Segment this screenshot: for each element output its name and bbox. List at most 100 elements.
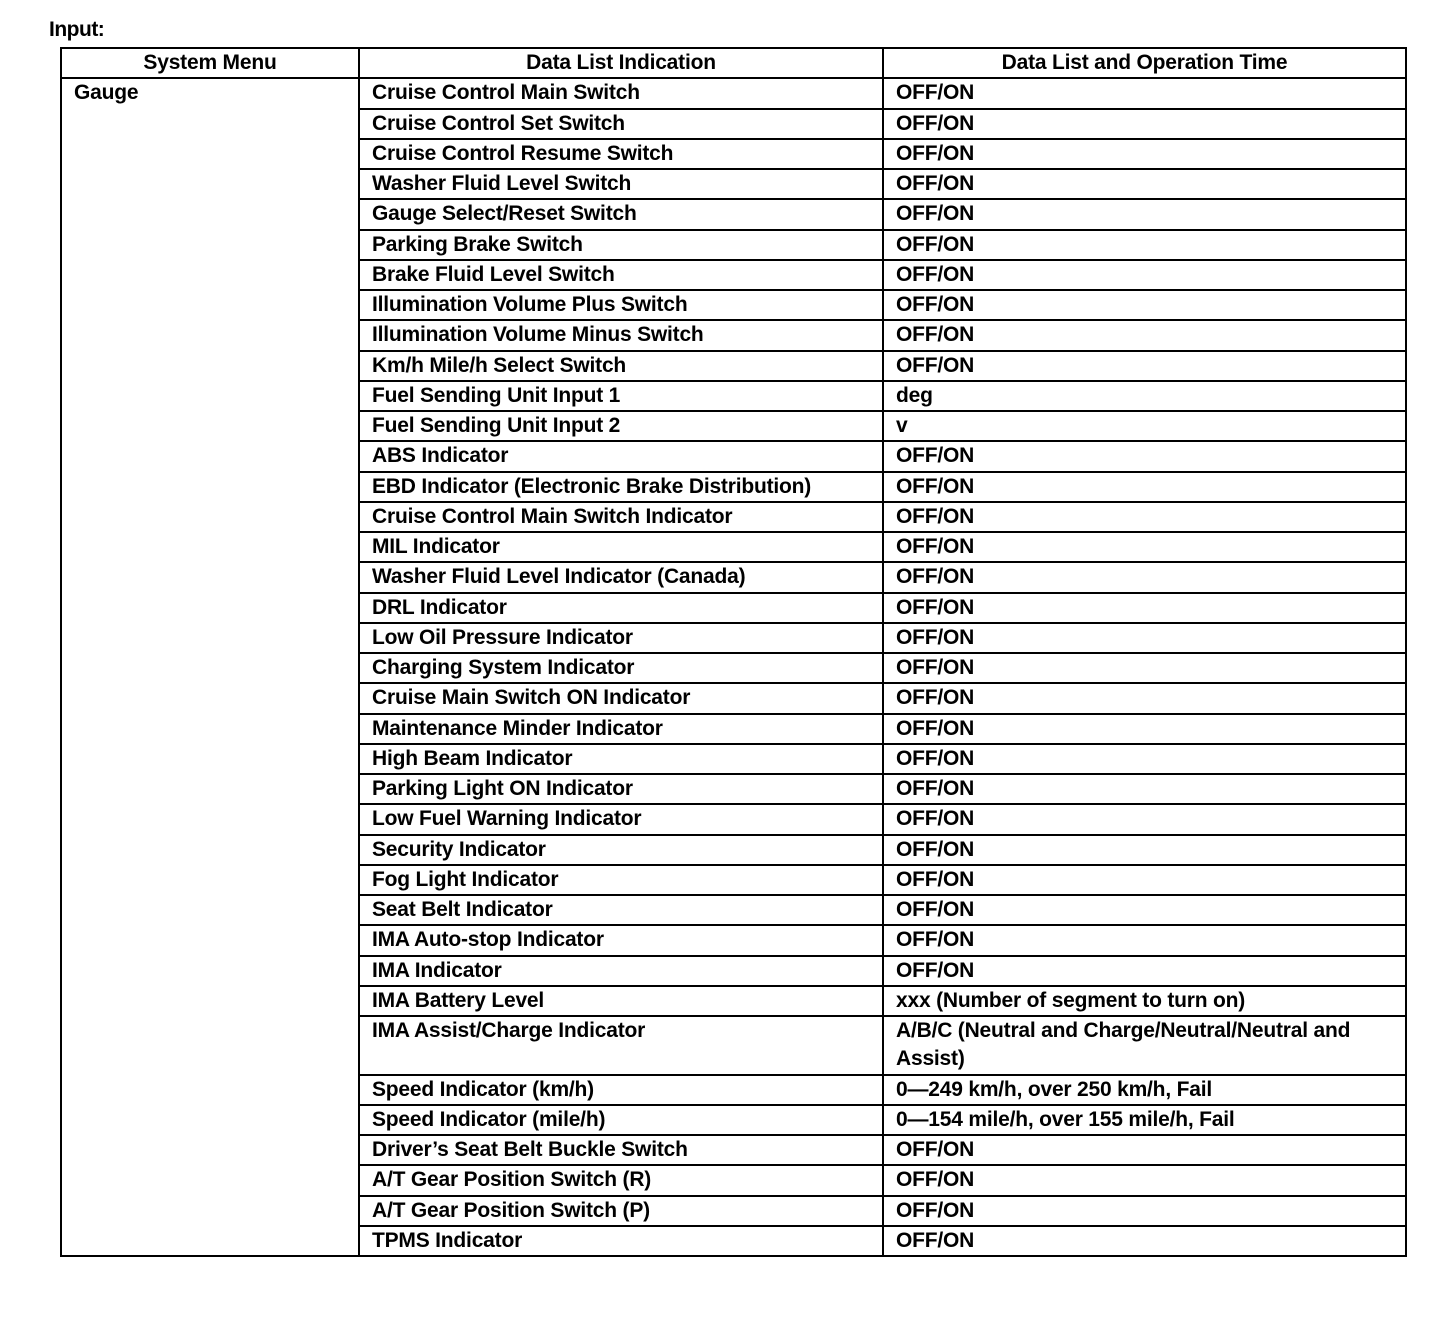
table-row: Seat Belt Indicator OFF/ON bbox=[61, 893, 1407, 927]
indication-cell: Parking Brake Switch bbox=[358, 228, 884, 261]
indication-cell: Cruise Control Main Switch bbox=[358, 77, 884, 110]
table-row: Fog Light Indicator OFF/ON bbox=[61, 863, 1407, 897]
table-row: Gauge Select/Reset Switch OFF/ON bbox=[61, 198, 1407, 231]
table-row: Maintenance Minder Indicator OFF/ON bbox=[61, 712, 1407, 745]
indication-cell: High Beam Indicator bbox=[358, 742, 884, 776]
indication-cell: Illumination Volume Minus Switch bbox=[358, 319, 884, 352]
indication-cell: IMA Indicator bbox=[358, 954, 884, 987]
table-row: Washer Fluid Level Switch OFF/ON bbox=[61, 167, 1407, 201]
indication-cell: Cruise Control Main Switch Indicator bbox=[358, 500, 884, 534]
indication-cell: Seat Belt Indicator bbox=[358, 893, 884, 927]
table-row: Illumination Volume Minus Switch OFF/ON bbox=[61, 319, 1407, 352]
table-row: Cruise Control Set Switch OFF/ON bbox=[61, 107, 1407, 140]
indication-cell: IMA Auto-stop Indicator bbox=[358, 924, 884, 957]
table-row: Gauge Cruise Control Main Switch OFF/ON bbox=[60, 77, 1407, 1257]
operation-time-cell: OFF/ON bbox=[882, 1164, 1407, 1197]
operation-time-cell: OFF/ON bbox=[882, 198, 1407, 231]
indication-cell: Fog Light Indicator bbox=[358, 863, 884, 897]
table-row: Parking Brake Switch OFF/ON bbox=[61, 228, 1407, 261]
operation-time-cell: OFF/ON bbox=[882, 651, 1407, 685]
operation-time-cell: OFF/ON bbox=[882, 591, 1407, 624]
indication-cell: Fuel Sending Unit Input 2 bbox=[358, 409, 884, 443]
table-row: Washer Fluid Level Indicator (Canada) OFF… bbox=[61, 561, 1407, 594]
table-row: Illumination Volume Plus Switch OFF/ON bbox=[61, 288, 1407, 322]
table-row: IMA Auto-stop Indicator OFF/ON bbox=[61, 924, 1407, 957]
table-row: IMA Battery Level xxx (Number of segment … bbox=[61, 984, 1407, 1018]
indication-cell: Brake Fluid Level Switch bbox=[358, 258, 884, 292]
indication-cell: Maintenance Minder Indicator bbox=[358, 712, 884, 745]
indication-cell: Gauge Select/Reset Switch bbox=[358, 198, 884, 231]
indication-cell: EBD Indicator (Electronic Brake Distribu… bbox=[358, 470, 884, 503]
operation-time-cell: A/B/C (Neutral and Charge/Neutral/Neutra… bbox=[882, 1015, 1407, 1076]
table-row: IMA Indicator OFF/ON bbox=[61, 954, 1407, 987]
operation-time-cell: xxx (Number of segment to turn on) bbox=[882, 984, 1407, 1018]
header-system-menu: System Menu bbox=[60, 46, 360, 80]
operation-time-cell: deg bbox=[882, 379, 1407, 413]
header-row: System Menu Data List Indication Data Li… bbox=[60, 46, 1407, 80]
table-row: Low Oil Pressure Indicator OFF/ON bbox=[61, 621, 1407, 655]
operation-time-cell: OFF/ON bbox=[882, 954, 1407, 987]
indication-cell: Speed Indicator (mile/h) bbox=[358, 1103, 884, 1137]
indication-cell: IMA Battery Level bbox=[358, 984, 884, 1018]
operation-time-cell: OFF/ON bbox=[882, 258, 1407, 292]
table-row: IMA Assist/Charge Indicator A/B/C (Neutra… bbox=[61, 1015, 1407, 1076]
section-title: Input: bbox=[49, 18, 105, 41]
table-row: Security Indicator OFF/ON bbox=[61, 833, 1407, 866]
operation-time-cell: OFF/ON bbox=[882, 712, 1407, 745]
indication-cell: Low Fuel Warning Indicator bbox=[358, 803, 884, 836]
table-row: Low Fuel Warning Indicator OFF/ON bbox=[61, 803, 1407, 836]
table-row: Cruise Main Switch ON Indicator OFF/ON bbox=[61, 682, 1407, 715]
indication-cell: TPMS Indicator bbox=[358, 1224, 884, 1258]
indication-cell: Washer Fluid Level Switch bbox=[358, 167, 884, 201]
indication-cell: Parking Light ON Indicator bbox=[358, 772, 884, 806]
indication-cell: DRL Indicator bbox=[358, 591, 884, 624]
operation-time-cell: OFF/ON bbox=[882, 228, 1407, 261]
operation-time-cell: v bbox=[882, 409, 1407, 443]
indication-cell: IMA Assist/Charge Indicator bbox=[358, 1015, 884, 1076]
table-row: A/T Gear Position Switch (P) OFF/ON bbox=[61, 1194, 1407, 1227]
indication-cell: Speed Indicator (km/h) bbox=[358, 1073, 884, 1106]
indication-cell: MIL Indicator bbox=[358, 530, 884, 564]
operation-time-cell: OFF/ON bbox=[882, 561, 1407, 594]
table-row: Speed Indicator (mile/h) 0—154 mile/h, ov… bbox=[61, 1103, 1407, 1137]
table-row: ABS Indicator OFF/ON bbox=[61, 440, 1407, 473]
operation-time-cell: OFF/ON bbox=[882, 1133, 1407, 1167]
operation-time-cell: OFF/ON bbox=[882, 833, 1407, 866]
operation-time-cell: OFF/ON bbox=[882, 470, 1407, 503]
header-operation-time: Data List and Operation Time bbox=[882, 46, 1407, 80]
operation-time-cell: OFF/ON bbox=[882, 772, 1407, 806]
operation-time-cell: 0—154 mile/h, over 155 mile/h, Fail bbox=[882, 1103, 1407, 1137]
operation-time-cell: OFF/ON bbox=[882, 77, 1407, 110]
operation-time-cell: OFF/ON bbox=[882, 167, 1407, 201]
operation-time-cell: OFF/ON bbox=[882, 1194, 1407, 1227]
operation-time-cell: OFF/ON bbox=[882, 137, 1407, 171]
table-row: Charging System Indicator OFF/ON bbox=[61, 651, 1407, 685]
operation-time-cell: OFF/ON bbox=[882, 500, 1407, 534]
operation-time-cell: 0—249 km/h, over 250 km/h, Fail bbox=[882, 1073, 1407, 1106]
table-row: Parking Light ON Indicator OFF/ON bbox=[61, 772, 1407, 806]
indication-cell: Security Indicator bbox=[358, 833, 884, 866]
indication-cell: Illumination Volume Plus Switch bbox=[358, 288, 884, 322]
operation-time-cell: OFF/ON bbox=[882, 349, 1407, 382]
table-row: Cruise Control Main Switch Indicator OFF/… bbox=[61, 500, 1407, 534]
table-row: Brake Fluid Level Switch OFF/ON bbox=[61, 258, 1407, 292]
operation-time-cell: OFF/ON bbox=[882, 863, 1407, 897]
indication-cell: Charging System Indicator bbox=[358, 651, 884, 685]
operation-time-cell: OFF/ON bbox=[882, 319, 1407, 352]
operation-time-cell: OFF/ON bbox=[882, 742, 1407, 776]
operation-time-cell: OFF/ON bbox=[882, 924, 1407, 957]
table-body: Gauge Cruise Control Main Switch OFF/ON Cru… bbox=[60, 77, 1407, 1258]
indication-cell: ABS Indicator bbox=[358, 440, 884, 473]
table-row: Km/h Mile/h Select Switch OFF/ON bbox=[61, 349, 1407, 382]
table-row: EBD Indicator (Electronic Brake Distribu… bbox=[61, 470, 1407, 503]
table-row: Driver’s Seat Belt Buckle Switch OFF/ON bbox=[61, 1133, 1407, 1167]
indication-cell: Cruise Control Resume Switch bbox=[358, 137, 884, 171]
table-row: Fuel Sending Unit Input 1 deg bbox=[61, 379, 1407, 413]
operation-time-cell: OFF/ON bbox=[882, 893, 1407, 927]
operation-time-cell: OFF/ON bbox=[882, 621, 1407, 655]
operation-time-cell: OFF/ON bbox=[882, 682, 1407, 715]
indication-cell: Driver’s Seat Belt Buckle Switch bbox=[358, 1133, 884, 1167]
indication-cell: Fuel Sending Unit Input 1 bbox=[358, 379, 884, 413]
operation-time-cell: OFF/ON bbox=[882, 803, 1407, 836]
